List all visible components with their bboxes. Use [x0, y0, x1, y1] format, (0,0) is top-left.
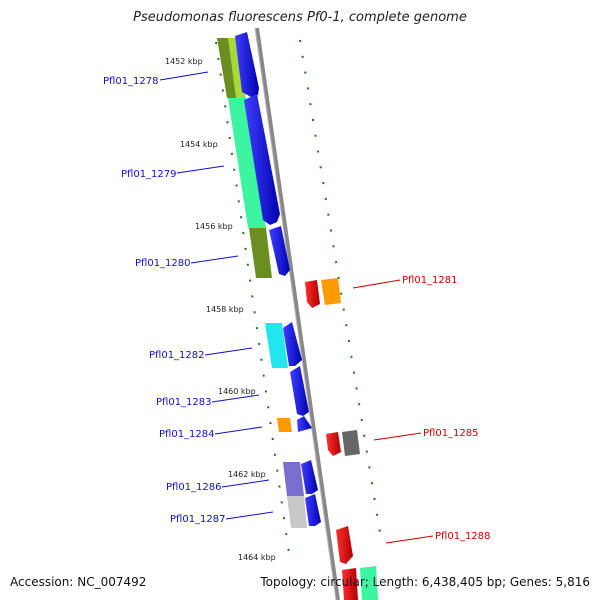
gene-label-1282[interactable]: Pfl01_1282	[149, 350, 205, 361]
leader-line-1282	[204, 347, 253, 356]
gene-leader-lines	[159, 71, 434, 544]
leader-line-1279	[176, 165, 225, 174]
gene-arrow-1283[interactable]	[290, 366, 309, 416]
gene-label-1283[interactable]: Pfl01_1283	[156, 397, 212, 408]
cog-bar-1281	[321, 278, 341, 305]
coord-label: 1464 kbp	[238, 553, 276, 562]
gene-label-1280[interactable]: Pfl01_1280	[135, 258, 191, 269]
gene-label-1281[interactable]: Pfl01_1281	[402, 275, 458, 286]
gene-label-1286[interactable]: Pfl01_1286	[166, 482, 222, 493]
gene-arrow-1281[interactable]	[305, 280, 320, 308]
gene-arrow-1279[interactable]	[244, 94, 280, 225]
leader-line-1281	[352, 279, 401, 289]
coord-label: 1454 kbp	[180, 140, 218, 149]
gene-label-1287[interactable]: Pfl01_1287	[170, 514, 226, 525]
map-title: Pseudomonas fluorescens Pf0-1, complete …	[133, 10, 467, 25]
leader-line-1286	[221, 479, 270, 488]
cog-bar-1287	[287, 496, 307, 528]
cog-bar-1280	[249, 228, 272, 278]
gene-label-1284[interactable]: Pfl01_1284	[159, 429, 215, 440]
leader-line-1285	[373, 432, 422, 441]
leader-line-1287	[225, 511, 274, 520]
cog-bar-1285	[342, 430, 360, 456]
coordinate-labels: 1452 kbp 1454 kbp 1456 kbp 1458 kbp 1460…	[165, 57, 276, 562]
cog-bar-1279	[228, 98, 266, 228]
coord-label: 1458 kbp	[206, 305, 244, 314]
gene-arrow-next-red	[342, 568, 358, 600]
leader-line-1284	[214, 426, 263, 435]
cog-bar-1278	[217, 38, 238, 98]
gene-arrow-1282[interactable]	[283, 322, 302, 366]
gene-label-1278[interactable]: Pfl01_1278	[103, 76, 159, 87]
gene-labels: Pfl01_1278 Pfl01_1279 Pfl01_1280 Pfl01_1…	[103, 76, 491, 542]
reverse-genes	[305, 278, 378, 600]
cog-bar-1284	[277, 418, 292, 432]
genome-summary-text: Topology: circular; Length: 6,438,405 bp…	[260, 575, 590, 589]
coord-label: 1452 kbp	[165, 57, 203, 66]
gene-arrow-1287[interactable]	[305, 494, 321, 526]
forward-genes	[235, 32, 321, 526]
genome-backbone-shadow	[254, 27, 337, 600]
leader-line-1288	[385, 535, 434, 544]
leader-line-1280	[190, 255, 239, 264]
gene-arrow-1288[interactable]	[336, 526, 353, 564]
gene-label-1279[interactable]: Pfl01_1279	[121, 169, 177, 180]
gene-arrow-1280[interactable]	[269, 226, 290, 276]
accession-text: Accession: NC_007492	[10, 575, 147, 589]
cog-bar-1286	[283, 462, 304, 496]
gene-label-1285[interactable]: Pfl01_1285	[423, 428, 479, 439]
leader-line-1278	[159, 71, 209, 81]
coord-label: 1460 kbp	[218, 387, 256, 396]
coord-label: 1456 kbp	[195, 222, 233, 231]
coord-label: 1462 kbp	[228, 470, 266, 479]
cog-bar-1282	[265, 323, 288, 368]
gene-arrow-1285[interactable]	[326, 432, 341, 456]
leader-line-1283	[211, 394, 260, 403]
genome-backbone	[255, 27, 340, 600]
gene-label-1288[interactable]: Pfl01_1288	[435, 531, 491, 542]
gene-arrow-1284[interactable]	[297, 416, 312, 432]
cog-bar-next	[360, 566, 378, 600]
gene-arrow-1278[interactable]	[235, 32, 259, 97]
gene-arrow-1286[interactable]	[301, 460, 318, 494]
